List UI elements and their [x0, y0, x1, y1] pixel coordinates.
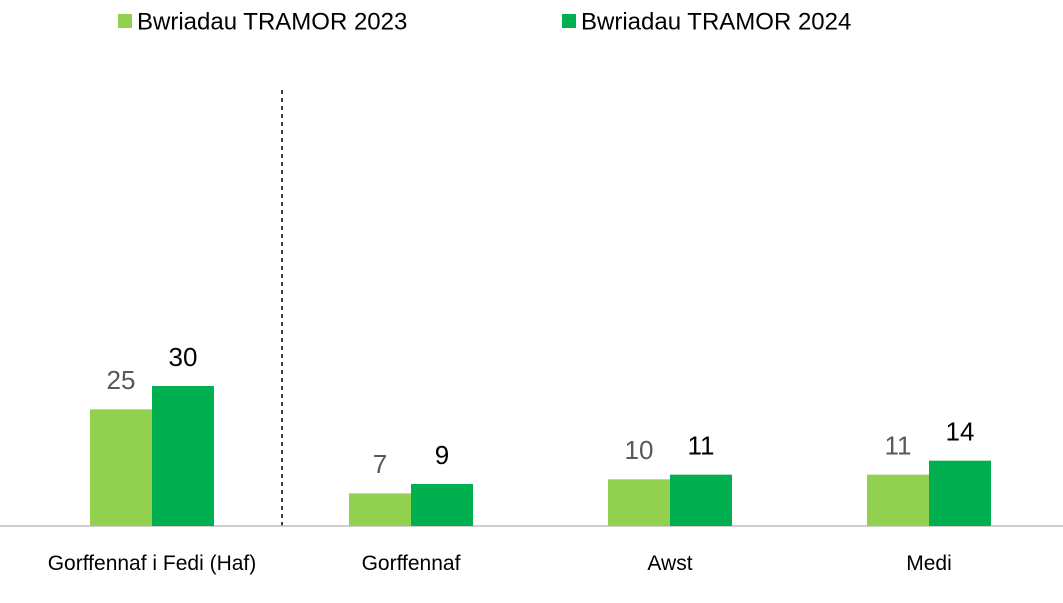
- data-label: 25: [107, 365, 136, 395]
- x-tick-label: Gorffennaf i Fedi (Haf): [47, 552, 257, 575]
- x-tick-label: Awst: [647, 552, 693, 575]
- bar: [90, 409, 152, 526]
- data-label: 14: [946, 417, 975, 447]
- legend-swatch: [562, 14, 576, 28]
- bar: [867, 474, 929, 526]
- bar: [411, 484, 473, 526]
- legend-swatch: [118, 14, 132, 28]
- bar: [608, 479, 670, 526]
- x-tick-label: Gorffennaf: [361, 552, 461, 575]
- legend-label: Bwriadau TRAMOR 2024: [581, 8, 851, 35]
- data-label: 11: [885, 431, 912, 461]
- bar: [349, 493, 411, 526]
- bar: [670, 474, 732, 526]
- data-label: 11: [688, 431, 715, 461]
- bar: [152, 386, 214, 526]
- x-tick-label: Medi: [906, 552, 952, 575]
- data-label: 9: [435, 440, 449, 470]
- legend-label: Bwriadau TRAMOR 2023: [137, 8, 407, 35]
- data-label: 30: [169, 342, 198, 372]
- data-label: 7: [373, 449, 387, 479]
- bar: [929, 460, 991, 526]
- data-label: 10: [625, 435, 654, 465]
